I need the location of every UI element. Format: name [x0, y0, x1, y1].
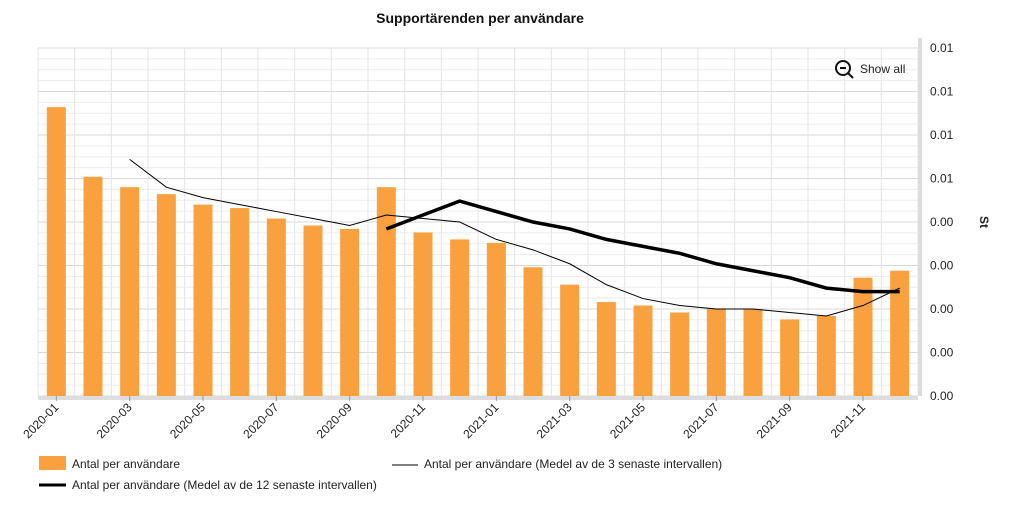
- bar-2020-03[interactable]: [120, 187, 140, 396]
- x-tick-label: 2021-05: [607, 400, 648, 441]
- show-all-label: Show all: [860, 62, 905, 76]
- bar-2020-09[interactable]: [340, 228, 360, 396]
- y-axis: 0.00 0.00 0.00 0.00 0.00 0.01 0.01 0.01 0.01: [930, 41, 954, 403]
- y-tick-label: 0.00: [930, 389, 954, 403]
- bar-2020-05[interactable]: [193, 204, 213, 396]
- x-tick-label: 2021-07: [680, 400, 721, 441]
- bars: [46, 107, 910, 396]
- bar-2020-06[interactable]: [230, 208, 250, 396]
- y-tick-label: 0.01: [930, 128, 954, 142]
- bar-2020-08[interactable]: [303, 225, 323, 396]
- x-tick-label: 2020-05: [167, 400, 208, 441]
- bar-2021-09[interactable]: [780, 319, 800, 396]
- bar-2021-02[interactable]: [523, 267, 543, 396]
- x-axis: 2020-01 2020-03 2020-05 2020-07 2020-09 2020-…: [20, 396, 868, 441]
- x-tick-label: 2021-09: [754, 400, 795, 441]
- line-series-1[interactable]: [129, 158, 900, 317]
- bar-2021-12[interactable]: [890, 270, 910, 396]
- x-tick-label: 2020-07: [240, 400, 281, 441]
- legend-swatch-bar: [39, 456, 66, 470]
- bar-2021-05[interactable]: [633, 305, 653, 396]
- legend-label-2: Antal per användare (Medel av de 12 sena…: [72, 478, 377, 492]
- zoom-out-icon: [835, 60, 851, 76]
- bar-2020-12[interactable]: [450, 239, 470, 396]
- y-tick-label: 0.01: [930, 41, 954, 55]
- x-axis-line: [38, 396, 918, 400]
- lines: [129, 158, 900, 317]
- scrollbar[interactable]: [918, 38, 922, 396]
- y-tick-label: 0.00: [930, 215, 954, 229]
- bar-2021-04[interactable]: [596, 302, 616, 396]
- bar-2020-04[interactable]: [156, 194, 176, 396]
- x-tick-label: 2021-01: [460, 400, 501, 441]
- bar-2020-02[interactable]: [83, 176, 103, 396]
- x-tick-label: 2020-09: [314, 400, 355, 441]
- y-tick-label: 0.01: [930, 85, 954, 99]
- bar-2021-03[interactable]: [560, 284, 580, 396]
- bar-2020-07[interactable]: [266, 218, 286, 396]
- bar-2020-01[interactable]: [46, 107, 66, 396]
- x-tick-label: 2021-11: [828, 400, 869, 441]
- bar-2021-01[interactable]: [486, 242, 506, 396]
- legend: Antal per användare Antal per användare …: [39, 456, 722, 492]
- x-tick-label: 2021-03: [534, 400, 575, 441]
- x-tick-label: 2020-03: [94, 400, 135, 441]
- bar-2021-06[interactable]: [670, 312, 690, 396]
- bar-2021-07[interactable]: [706, 309, 726, 396]
- legend-label-0: Antal per användare: [72, 457, 180, 471]
- bar-2020-10[interactable]: [376, 187, 396, 396]
- x-tick-label: 2020-11: [388, 400, 429, 441]
- show-all-button[interactable]: Show all: [835, 60, 905, 79]
- y-tick-label: 0.01: [930, 172, 954, 186]
- grid: [37, 38, 922, 400]
- legend-label-1: Antal per användare (Medel av de 3 senas…: [424, 457, 722, 471]
- y-tick-label: 0.00: [930, 302, 954, 316]
- bar-2021-11[interactable]: [853, 277, 873, 396]
- y-axis-label: St: [977, 216, 991, 228]
- y-tick-label: 0.00: [930, 259, 954, 273]
- bar-2020-11[interactable]: [413, 232, 433, 396]
- bar-2021-08[interactable]: [743, 309, 763, 396]
- line-series-2[interactable]: [385, 199, 900, 294]
- bar-2021-10[interactable]: [816, 315, 836, 396]
- chart-title: Supportärenden per användare: [376, 10, 584, 26]
- y-tick-label: 0.00: [930, 346, 954, 360]
- x-tick-label: 2020-01: [20, 400, 61, 441]
